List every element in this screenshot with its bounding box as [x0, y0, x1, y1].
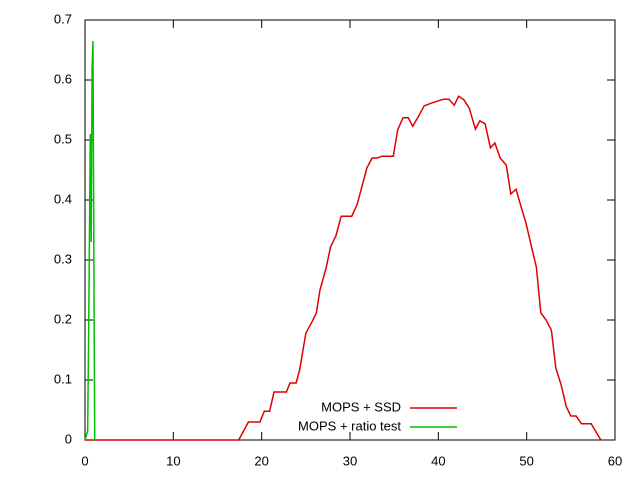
x-tick-label: 20 [254, 453, 268, 468]
legend-label: MOPS + SSD [321, 399, 401, 414]
x-tick-label: 40 [431, 453, 445, 468]
y-tick-label: 0.1 [54, 371, 72, 386]
x-tick-label: 60 [608, 453, 622, 468]
legend-label: MOPS + ratio test [298, 418, 401, 433]
x-tick-label: 0 [81, 453, 88, 468]
series-line [85, 95, 602, 441]
y-tick-label: 0 [65, 431, 72, 446]
plot-frame [84, 19, 616, 441]
y-tick-label: 0.7 [54, 11, 72, 26]
x-tick-label: 10 [166, 453, 180, 468]
y-tick-label: 0.6 [54, 71, 72, 86]
series-line [84, 40, 96, 441]
y-tick-label: 0.4 [54, 191, 72, 206]
y-tick-label: 0.5 [54, 131, 72, 146]
y-tick-label: 0.3 [54, 251, 72, 266]
y-tick-label: 0.2 [54, 311, 72, 326]
x-tick-label: 50 [519, 453, 533, 468]
x-tick-label: 30 [343, 453, 357, 468]
